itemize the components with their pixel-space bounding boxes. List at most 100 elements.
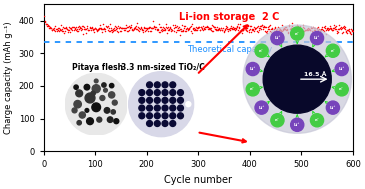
Point — [178, 28, 184, 31]
Point — [150, 26, 156, 29]
Point — [255, 26, 261, 29]
Point — [143, 26, 149, 29]
Point — [141, 27, 147, 30]
Point — [283, 26, 288, 29]
Point — [216, 28, 222, 31]
Point — [299, 28, 304, 31]
Point — [53, 24, 58, 27]
Point — [212, 26, 218, 29]
Point — [217, 28, 223, 31]
Point — [236, 26, 242, 29]
Point — [220, 28, 226, 31]
Point — [100, 27, 105, 30]
Point — [333, 25, 339, 28]
Point — [325, 26, 331, 29]
Point — [168, 29, 174, 33]
Point — [289, 25, 295, 28]
Point — [74, 29, 80, 32]
Point — [93, 28, 99, 31]
Point — [264, 31, 269, 34]
Point — [128, 26, 134, 29]
Point — [182, 25, 188, 28]
Point — [48, 27, 54, 30]
Point — [345, 29, 351, 32]
Point — [103, 25, 109, 28]
Point — [139, 29, 145, 32]
Point — [230, 26, 236, 29]
Point — [274, 27, 280, 30]
Point — [314, 27, 320, 30]
Point — [77, 26, 83, 29]
Point — [70, 26, 76, 29]
Point — [233, 29, 238, 32]
Point — [169, 28, 175, 31]
Point — [345, 28, 351, 31]
Point — [121, 27, 127, 30]
Point — [311, 29, 317, 32]
Point — [237, 23, 243, 26]
Point — [45, 25, 51, 28]
Point — [350, 29, 356, 33]
Point — [90, 29, 96, 32]
Point — [191, 27, 196, 30]
Point — [341, 25, 346, 28]
Point — [54, 27, 59, 30]
Point — [51, 29, 57, 32]
Point — [135, 29, 141, 32]
Point — [246, 31, 252, 34]
Point — [243, 29, 249, 32]
Point — [122, 29, 128, 32]
Point — [320, 28, 326, 31]
Point — [224, 27, 230, 30]
Point — [268, 30, 274, 33]
Point — [179, 24, 185, 27]
Point — [242, 25, 248, 28]
Point — [92, 27, 98, 30]
Point — [311, 26, 317, 29]
Point — [344, 29, 350, 32]
Point — [105, 24, 111, 27]
Point — [307, 29, 312, 32]
Point — [186, 28, 192, 31]
Point — [115, 30, 121, 33]
Point — [266, 24, 272, 27]
Point — [173, 30, 179, 33]
Point — [243, 28, 249, 31]
Point — [149, 26, 154, 29]
Point — [87, 25, 92, 28]
Point — [187, 27, 192, 30]
Point — [59, 27, 65, 30]
Point — [264, 31, 270, 34]
Point — [95, 28, 101, 31]
Point — [79, 27, 85, 30]
Point — [93, 27, 99, 30]
Point — [271, 30, 277, 33]
Point — [76, 27, 82, 30]
Point — [62, 27, 68, 30]
Point — [214, 27, 219, 30]
Point — [98, 27, 104, 30]
Point — [145, 26, 151, 29]
Point — [95, 29, 101, 32]
Point — [300, 25, 306, 28]
Point — [324, 26, 330, 29]
Point — [334, 28, 339, 31]
Point — [312, 26, 318, 29]
Point — [196, 26, 202, 29]
Point — [328, 26, 334, 29]
Point — [65, 29, 71, 32]
Point — [339, 27, 345, 30]
Point — [184, 26, 190, 29]
Point — [265, 26, 271, 29]
Point — [346, 29, 352, 32]
Point — [253, 26, 259, 29]
Point — [155, 28, 161, 31]
Point — [234, 26, 239, 29]
Point — [210, 29, 216, 33]
Text: Theoretical capacity: Theoretical capacity — [187, 45, 272, 54]
Point — [85, 24, 91, 27]
Point — [84, 26, 90, 29]
Point — [190, 27, 196, 30]
Point — [201, 28, 207, 31]
Point — [321, 29, 327, 32]
